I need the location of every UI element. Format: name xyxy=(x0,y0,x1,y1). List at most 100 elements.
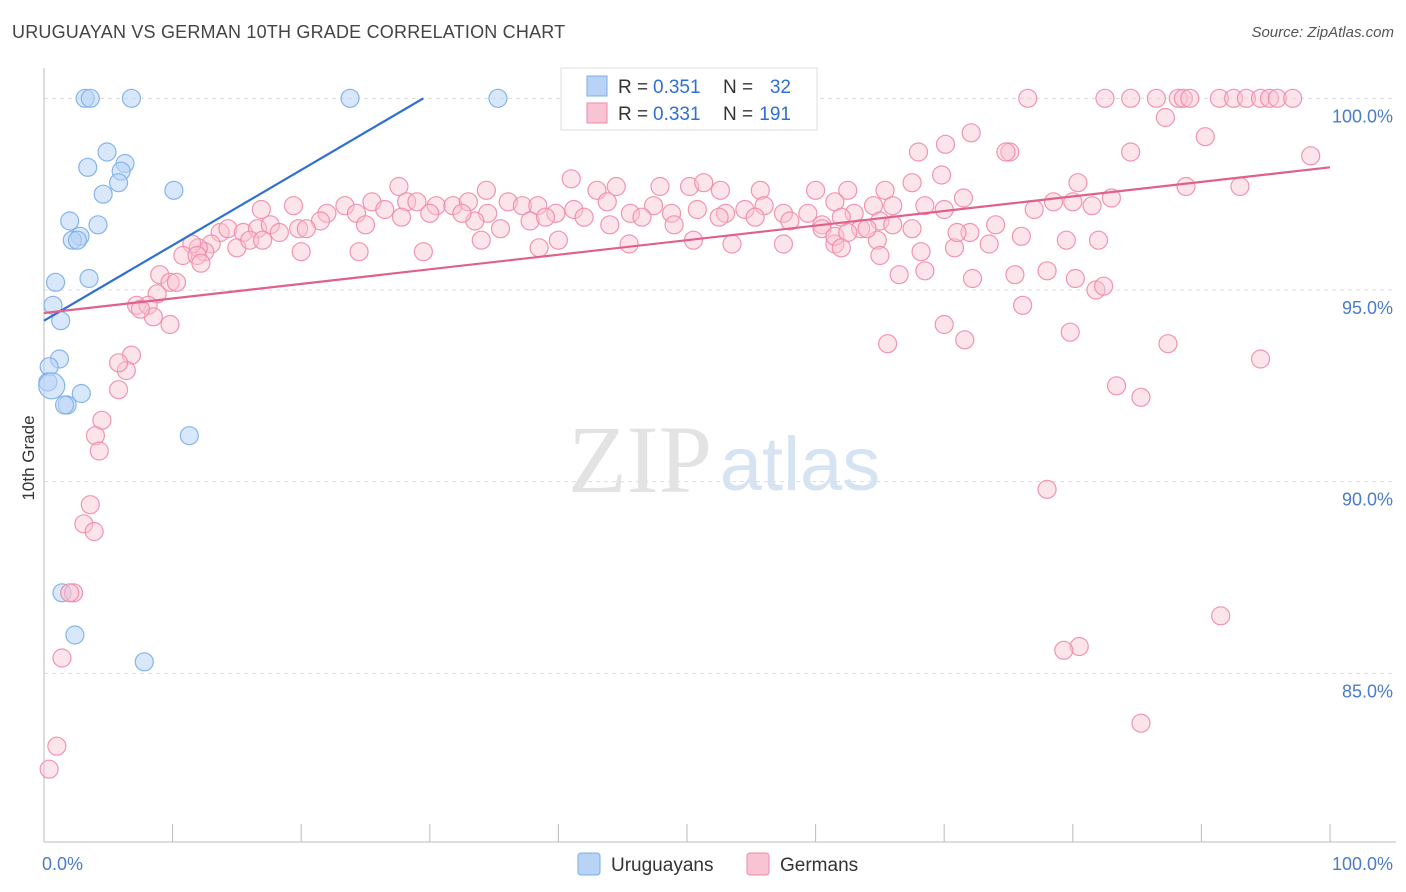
legend-bottom-label-0: Uruguayans xyxy=(611,855,713,876)
germans-point-130 xyxy=(619,234,639,254)
germans-point-87 xyxy=(600,215,620,235)
uruguayans-point-24 xyxy=(38,372,66,400)
axes xyxy=(43,68,1396,843)
germans-point-86 xyxy=(574,207,594,227)
germans-point-127 xyxy=(471,230,491,250)
germans-point-140 xyxy=(1056,230,1076,250)
germans-point-129 xyxy=(548,230,569,250)
legend-top-r-label-0: R = xyxy=(618,77,648,98)
germans-point-145 xyxy=(1024,199,1044,220)
germans-point-107 xyxy=(201,234,221,254)
germans-point-113 xyxy=(191,253,211,273)
legend-bottom-swatch-1 xyxy=(746,852,770,876)
germans-point-74 xyxy=(1043,192,1064,212)
germans-point-149 xyxy=(825,226,845,246)
germans-point-36 xyxy=(875,180,895,200)
germans-point-168 xyxy=(1013,295,1033,315)
y-tick-labels: 100.0% 95.0% 90.0% 85.0% xyxy=(1332,106,1393,701)
germans-point-100 xyxy=(247,219,268,239)
germans-point-59 xyxy=(620,203,641,223)
germans-point-33 xyxy=(750,180,770,200)
germans-point-151 xyxy=(857,219,877,239)
germans-point-160 xyxy=(1037,261,1057,281)
germans-point-153 xyxy=(902,219,922,239)
uruguayans-point-4 xyxy=(488,88,508,108)
germans-point-176 xyxy=(116,360,136,381)
germans-point-92 xyxy=(780,211,800,231)
germans-point-111 xyxy=(173,245,193,266)
germans-point-166 xyxy=(955,330,975,350)
germans-point-62 xyxy=(687,199,707,220)
germans-point-181 xyxy=(89,441,109,461)
trendlines xyxy=(43,97,1331,322)
germans-point-173 xyxy=(1131,387,1151,407)
uruguayans-point-25 xyxy=(71,383,91,404)
legend-top-n-value-0: 32 xyxy=(770,77,791,98)
germans-point-14 xyxy=(1155,107,1175,128)
germans-point-4 xyxy=(1168,88,1188,108)
germans-point-24 xyxy=(902,173,922,193)
watermark-atlas: atlas xyxy=(720,422,881,507)
germans-point-190 xyxy=(1054,640,1074,660)
germans-point-47 xyxy=(375,199,395,220)
germans-point-27 xyxy=(1230,176,1250,197)
germans-point-82 xyxy=(452,203,472,223)
germans-point-48 xyxy=(397,192,417,212)
germans-point-156 xyxy=(870,245,890,266)
germans-point-183 xyxy=(74,514,94,534)
germans-point-98 xyxy=(218,219,238,239)
germans-point-9 xyxy=(1236,88,1257,108)
germans-point-103 xyxy=(289,219,309,239)
germans-point-139 xyxy=(1011,226,1031,246)
germans-point-90 xyxy=(709,207,729,227)
germans-point-188 xyxy=(1211,606,1231,626)
germans-point-126 xyxy=(413,242,433,262)
germans-point-122 xyxy=(160,314,180,335)
legend-top-n-label-0: N = xyxy=(723,77,753,98)
germans-point-66 xyxy=(773,203,794,223)
uruguayans-point-30 xyxy=(65,625,85,645)
germans-point-174 xyxy=(1037,479,1057,499)
germans-point-169 xyxy=(1060,322,1080,342)
legend-top-n-value-1: 191 xyxy=(759,104,791,125)
germans-point-114 xyxy=(150,265,170,285)
germans-point-138 xyxy=(979,234,999,254)
germans-point-73 xyxy=(953,188,974,208)
germans-point-5 xyxy=(1173,88,1193,108)
germans-point-158 xyxy=(915,261,935,281)
germans-point-154 xyxy=(947,222,967,243)
germans-point-34 xyxy=(805,180,826,200)
germans-point-75 xyxy=(1082,196,1102,216)
germans-point-172 xyxy=(1106,376,1127,396)
germans-point-35 xyxy=(838,180,858,200)
germans-point-41 xyxy=(251,199,271,220)
germans-point-102 xyxy=(269,222,289,243)
germans-point-189 xyxy=(1069,636,1089,657)
uruguayans-point-31 xyxy=(134,652,154,672)
legend-top: R = 0.351 N = 32 R = 0.331 N = 191 xyxy=(560,67,818,131)
germans-point-39 xyxy=(476,180,496,200)
uruguayans-point-8 xyxy=(78,157,98,177)
germans-point-57 xyxy=(564,199,584,220)
germans-point-136 xyxy=(911,242,931,262)
germans-point-144 xyxy=(986,215,1006,235)
germans-point-11 xyxy=(1259,88,1280,108)
germans-point-13 xyxy=(1283,88,1303,108)
uruguayans-point-29 xyxy=(52,583,72,603)
germans-point-163 xyxy=(1094,276,1114,296)
germans-point-155 xyxy=(831,238,851,258)
watermark: ZIP atlas xyxy=(568,406,880,513)
source-label: Source: ZipAtlas.com xyxy=(1251,24,1394,41)
germans-point-88 xyxy=(632,207,652,227)
germans-point-76 xyxy=(407,192,427,212)
germans-point-60 xyxy=(643,196,664,216)
germans-point-91 xyxy=(745,207,765,227)
germans-point-19 xyxy=(1195,127,1215,147)
legend-bottom-label-1: Germans xyxy=(780,855,858,876)
germans-point-2 xyxy=(1121,88,1141,108)
germans-point-157 xyxy=(889,265,909,285)
germans-point-20 xyxy=(908,142,929,162)
germans-point-55 xyxy=(528,196,548,216)
germans-point-80 xyxy=(391,207,412,227)
